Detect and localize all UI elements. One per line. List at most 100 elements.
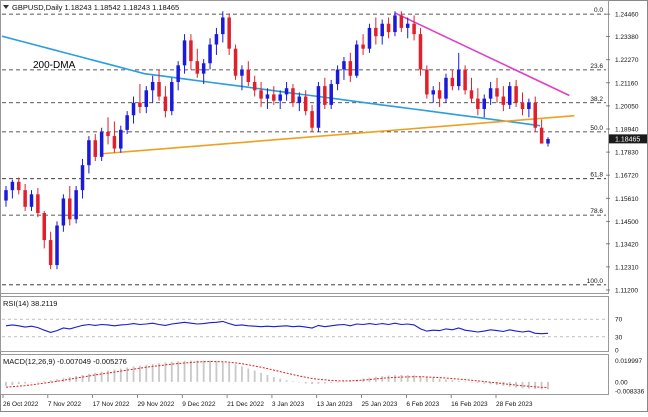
macd-histogram-bar	[413, 375, 415, 382]
candle-body	[61, 198, 66, 226]
candle-body	[176, 65, 180, 82]
date-tick-label: 16 Feb 2023	[451, 401, 488, 408]
macd-histogram-bar	[234, 364, 237, 382]
rsi-title: RSI(14) 38.2119	[3, 299, 57, 308]
candle-body	[507, 86, 512, 105]
candle-body	[42, 213, 47, 241]
fib-level-label: 23.6	[590, 63, 603, 70]
candle-body	[272, 94, 276, 101]
candle-body	[533, 102, 538, 128]
macd-histogram-bar	[547, 381, 549, 390]
price-tick-label: 1.23380	[615, 34, 639, 41]
date-tick-label: 25 Jan 2023	[362, 401, 398, 408]
macd-histogram-bar	[36, 381, 39, 383]
candle-body	[456, 69, 461, 87]
rsi-level-label: 0	[615, 348, 619, 355]
rsi-panel-frame	[0, 296, 609, 352]
candle-body	[240, 69, 244, 76]
price-tick-label: 1.13420	[615, 241, 639, 248]
rsi-level-label: 30	[615, 334, 623, 341]
macd-histogram-bar	[11, 381, 14, 386]
candle-body	[399, 15, 404, 28]
candle-body	[501, 96, 506, 105]
macd-histogram-bar	[464, 381, 467, 383]
candle-body	[425, 69, 429, 95]
macd-histogram-bar	[438, 378, 441, 382]
date-tick-label: 26 Oct 2022	[3, 401, 39, 408]
candle-body	[527, 102, 531, 110]
candle-body	[444, 77, 448, 99]
macd-histogram-bar	[496, 381, 498, 386]
dropdown-triangle-icon[interactable]	[3, 5, 9, 9]
macd-panel: 0.019997 0.00 -0.008336	[5, 358, 645, 395]
candle-body	[546, 138, 550, 144]
macd-histogram-bar	[94, 372, 97, 382]
macd-histogram-bar	[81, 374, 84, 382]
candle-body	[469, 90, 474, 99]
candle-body	[112, 136, 117, 149]
macd-histogram-bar	[17, 381, 20, 384]
macd-histogram-bar	[483, 381, 486, 384]
macd-histogram-bar	[470, 381, 473, 383]
macd-histogram-bar	[202, 360, 205, 382]
candle-body	[55, 225, 59, 266]
candle-body	[68, 198, 72, 220]
macd-histogram-bar	[292, 381, 294, 382]
candle-body	[335, 69, 340, 85]
candle-body	[437, 90, 442, 99]
candle-body	[476, 98, 480, 110]
macd-histogram-bar	[534, 381, 537, 390]
candle-body	[374, 27, 378, 37]
price-tick-label: 1.24460	[615, 12, 639, 19]
candle-body	[495, 88, 499, 97]
candle-body	[93, 140, 98, 157]
macd-histogram-bar	[419, 376, 422, 382]
candle-body	[189, 40, 193, 62]
macd-histogram-bar	[406, 375, 409, 382]
macd-histogram-bar	[209, 360, 211, 382]
fib-level-label: 38.2	[590, 96, 603, 103]
candle-body	[221, 17, 225, 35]
macd-title: MACD(12,26,9) -0.007049 -0.005276	[3, 357, 127, 366]
candle-body	[463, 69, 467, 91]
macd-histogram-bar	[527, 381, 530, 389]
date-tick-label: 7 Nov 2022	[48, 401, 82, 408]
candle-body	[246, 69, 251, 82]
rsi-panel: 70 30 0	[2, 317, 623, 355]
rsi-line	[5, 320, 549, 335]
fib-level-label: 61.8	[590, 172, 603, 179]
candle-body	[259, 90, 263, 99]
macd-tick-label: 0.019997	[615, 358, 642, 365]
candle-body	[119, 129, 123, 149]
macd-histogram-bar	[75, 376, 78, 382]
fib-level-label: 50.0	[590, 125, 603, 132]
candle-body	[329, 84, 333, 105]
candle-body	[310, 111, 314, 128]
macd-histogram-bar	[317, 381, 320, 384]
candle-body	[405, 23, 410, 28]
macd-histogram-bar	[400, 375, 403, 382]
candle-body	[144, 90, 149, 107]
candle-body	[48, 240, 53, 266]
candle-body	[106, 131, 110, 137]
candle-body	[201, 63, 206, 74]
macd-histogram-bar	[489, 381, 492, 385]
macd-histogram-bar	[151, 363, 154, 382]
trend-lines	[101, 12, 575, 155]
macd-tick-label: -0.008336	[615, 388, 645, 395]
macd-histogram-bar	[311, 381, 313, 384]
macd-histogram-bar	[387, 375, 390, 382]
price-tick-label: 1.18940	[615, 126, 639, 133]
candle-body	[380, 23, 384, 37]
candle-body	[74, 190, 78, 220]
date-tick-label: 13 Jan 2023	[317, 401, 353, 408]
candle-body	[23, 190, 27, 207]
macd-histogram-bar	[100, 371, 103, 382]
macd-histogram-bar	[451, 380, 454, 382]
candle-body	[36, 194, 40, 214]
macd-histogram-bar	[107, 370, 109, 382]
macd-histogram-bar	[368, 377, 371, 382]
candle-body	[418, 34, 423, 70]
candle-body	[10, 181, 15, 191]
macd-histogram-bar	[349, 380, 352, 382]
